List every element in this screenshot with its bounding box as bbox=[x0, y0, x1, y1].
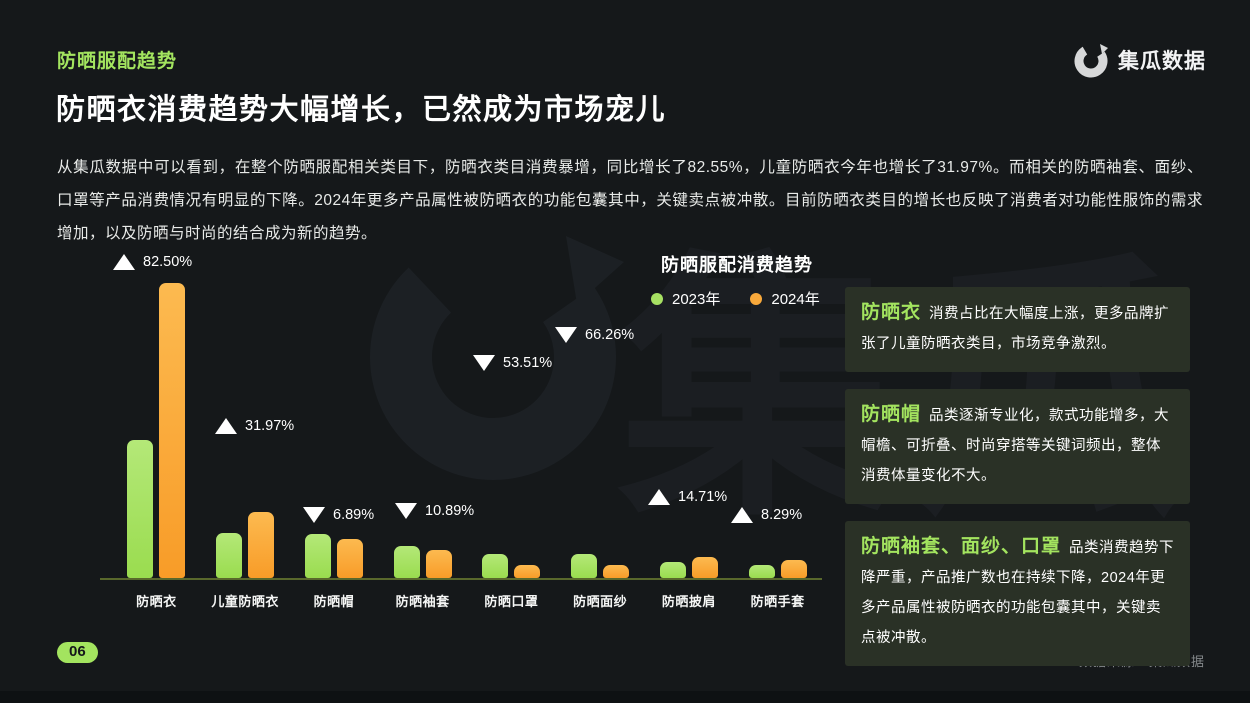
bar-2023年-防晒袖套 bbox=[393, 546, 420, 578]
chart-category: 防晒帽 bbox=[290, 250, 379, 609]
bar-pair bbox=[304, 534, 363, 578]
brand-logo-icon bbox=[1074, 44, 1108, 78]
bar-2024年-防晒衣 bbox=[159, 283, 186, 578]
category-label: 防晒手套 bbox=[750, 594, 805, 609]
bar-pair bbox=[127, 283, 186, 578]
chart-plot-area: 防晒衣 儿童防晒衣 防晒帽 防晒袖套 防晒口罩 防晒面纱 防晒披肩 防晒手套 bbox=[100, 250, 822, 609]
annotation-儿童防晒衣: 31.97% bbox=[215, 418, 294, 434]
brand-logo-text: 集瓜数据 bbox=[1118, 50, 1206, 73]
triangle-down-icon bbox=[395, 503, 417, 519]
bar-2024年-防晒帽 bbox=[336, 539, 363, 578]
insight-card: 防晒衣 消费占比在大幅度上涨，更多品牌扩张了儿童防晒衣类目，市场竞争激烈。 bbox=[845, 287, 1190, 372]
category-label: 防晒袖套 bbox=[395, 594, 450, 609]
brand-logo: 集瓜数据 bbox=[1073, 42, 1206, 78]
bar-2024年-儿童防晒衣 bbox=[248, 512, 275, 578]
annotation-value: 82.50% bbox=[143, 254, 193, 270]
annotation-value: 66.26% bbox=[585, 327, 635, 343]
category-label: 防晒披肩 bbox=[661, 594, 716, 609]
intro-paragraph: 从集瓜数据中可以看到，在整个防晒服配相关类目下，防晒衣类目消费暴增，同比增长了8… bbox=[57, 159, 1203, 242]
annotation-value: 53.51% bbox=[503, 355, 553, 371]
chart-legend: 2023年 2024年 bbox=[651, 288, 820, 309]
page-number-badge: 06 bbox=[57, 642, 98, 663]
card-text: 品类逐渐专业化，款式功能增多，大帽檐、可折叠、时尚穿搭等关键词频出，整体消费体量… bbox=[861, 408, 1170, 484]
chart-title: 防晒服配消费趋势 bbox=[661, 255, 813, 275]
category-label: 防晒帽 bbox=[313, 594, 355, 609]
triangle-up-icon bbox=[731, 507, 753, 523]
insight-card: 防晒帽 品类逐渐专业化，款式功能增多，大帽檐、可折叠、时尚穿搭等关键词频出，整体消… bbox=[845, 389, 1190, 504]
chart-category: 防晒袖套 bbox=[378, 250, 467, 609]
card-keyword: 防晒衣 bbox=[861, 302, 922, 323]
annotation-防晒手套: 8.29% bbox=[731, 507, 802, 523]
card-keyword: 防晒帽 bbox=[861, 404, 922, 425]
annotation-value: 14.71% bbox=[678, 489, 728, 505]
bar-pair bbox=[659, 557, 718, 578]
watermark-logo-icon bbox=[370, 234, 624, 480]
category-label: 防晒面纱 bbox=[573, 594, 628, 609]
triangle-down-icon bbox=[303, 507, 325, 523]
bar-2023年-防晒口罩 bbox=[482, 554, 509, 578]
bar-2023年-儿童防晒衣 bbox=[216, 533, 243, 578]
triangle-down-icon bbox=[473, 355, 495, 371]
annotation-防晒衣: 82.50% bbox=[113, 254, 192, 270]
bar-2023年-防晒面纱 bbox=[571, 554, 598, 578]
triangle-up-icon bbox=[648, 489, 670, 505]
bar-2024年-防晒面纱 bbox=[603, 565, 630, 578]
triangle-down-icon bbox=[555, 327, 577, 343]
bar-2023年-防晒披肩 bbox=[659, 562, 686, 578]
annotation-value: 31.97% bbox=[245, 418, 295, 434]
legend-label: 2023年 bbox=[672, 291, 721, 308]
bar-2024年-防晒口罩 bbox=[514, 565, 541, 578]
chart-category: 防晒衣 bbox=[112, 250, 201, 609]
legend-item: 2023年 bbox=[651, 288, 720, 309]
annotation-防晒口罩: 53.51% bbox=[473, 355, 552, 371]
x-axis-line bbox=[100, 578, 822, 580]
card-keyword: 防晒袖套、面纱、口罩 bbox=[861, 536, 1062, 557]
legend-label: 2024年 bbox=[771, 291, 820, 308]
bar-chart: 防晒服配消费趋势 2023年 2024年 防晒衣 儿童防晒衣 防晒帽 防晒袖套 防晒口罩防… bbox=[100, 250, 822, 610]
annotation-防晒披肩: 14.71% bbox=[648, 489, 727, 505]
bar-pair bbox=[216, 512, 275, 578]
annotation-防晒袖套: 10.89% bbox=[395, 503, 474, 519]
bar-2023年-防晒衣 bbox=[127, 440, 154, 578]
card-text: 品类消费趋势下降严重，产品推广数也在持续下降，2024年更多产品属性被防晒衣的功… bbox=[861, 540, 1175, 646]
legend-dot-icon bbox=[651, 292, 663, 305]
chart-category: 防晒手套 bbox=[733, 250, 822, 609]
bar-pair bbox=[393, 546, 452, 578]
section-kicker: 防晒服配趋势 bbox=[57, 51, 178, 72]
bar-2024年-防晒袖套 bbox=[425, 550, 452, 578]
bar-2023年-防晒手套 bbox=[748, 565, 775, 578]
annotation-value: 6.89% bbox=[333, 507, 375, 523]
page-title: 防晒衣消费趋势大幅增长，已然成为市场宠儿 bbox=[56, 94, 667, 126]
category-label: 防晒口罩 bbox=[484, 594, 539, 609]
annotation-value: 10.89% bbox=[425, 503, 475, 519]
chart-category: 防晒披肩 bbox=[645, 250, 734, 609]
insight-card: 防晒袖套、面纱、口罩 品类消费趋势下降严重，产品推广数也在持续下降，2024年更多… bbox=[845, 521, 1190, 666]
bar-pair bbox=[748, 560, 807, 578]
annotation-value: 8.29% bbox=[761, 507, 803, 523]
chart-category: 儿童防晒衣 bbox=[201, 250, 290, 609]
bar-2023年-防晒帽 bbox=[304, 534, 331, 578]
legend-dot-icon bbox=[750, 292, 763, 305]
bar-pair bbox=[482, 554, 541, 578]
insight-cards: 防晒衣 消费占比在大幅度上涨，更多品牌扩张了儿童防晒衣类目，市场竞争激烈。 防晒帽品… bbox=[845, 287, 1190, 683]
category-label: 防晒衣 bbox=[136, 594, 177, 609]
chart-category: 防晒面纱 bbox=[556, 250, 645, 609]
triangle-up-icon bbox=[215, 418, 237, 434]
legend-item: 2024年 bbox=[750, 288, 820, 309]
chart-category: 防晒口罩 bbox=[467, 250, 556, 609]
bar-2024年-防晒手套 bbox=[780, 560, 807, 578]
triangle-up-icon bbox=[113, 254, 135, 270]
category-label: 儿童防晒衣 bbox=[211, 594, 279, 609]
annotation-防晒帽: 6.89% bbox=[303, 507, 374, 523]
bar-2024年-防晒披肩 bbox=[691, 557, 718, 578]
bottom-strip bbox=[0, 691, 1250, 703]
card-text: 消费占比在大幅度上涨，更多品牌扩张了儿童防晒衣类目，市场竞争激烈。 bbox=[861, 306, 1170, 352]
bar-pair bbox=[571, 554, 630, 578]
annotation-防晒面纱: 66.26% bbox=[555, 327, 634, 343]
